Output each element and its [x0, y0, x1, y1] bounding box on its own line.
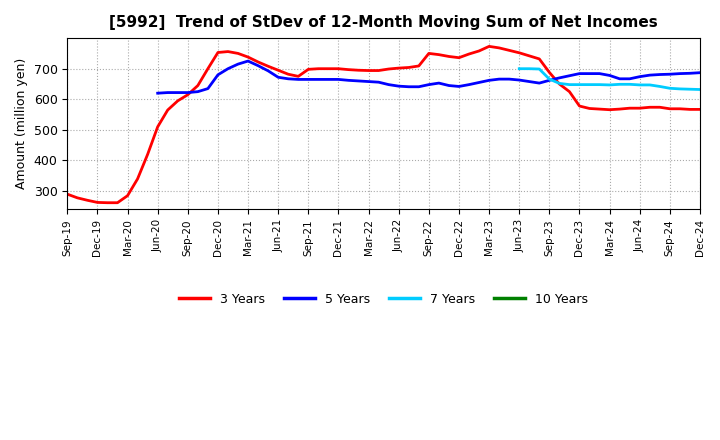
Legend: 3 Years, 5 Years, 7 Years, 10 Years: 3 Years, 5 Years, 7 Years, 10 Years — [174, 288, 593, 311]
Y-axis label: Amount (million yen): Amount (million yen) — [15, 58, 28, 189]
Title: [5992]  Trend of StDev of 12-Month Moving Sum of Net Incomes: [5992] Trend of StDev of 12-Month Moving… — [109, 15, 658, 30]
